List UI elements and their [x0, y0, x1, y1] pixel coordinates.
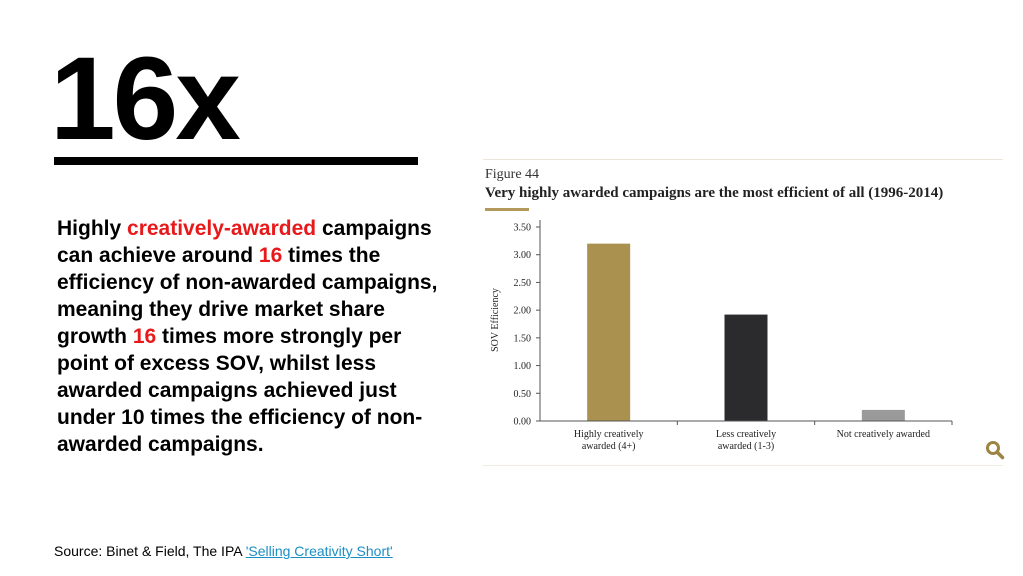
figure-title: Very highly awarded campaigns are the mo…: [485, 185, 944, 201]
y-axis-label: SOV Efficiency: [490, 288, 501, 352]
body-text-3: campaigns can achieve around: [57, 217, 432, 267]
figure-panel: Figure 44 Very highly awarded campaigns …: [480, 150, 1015, 470]
bar-chart: 0.00 0.50 1.00 1.50 2.00 2.50 3.00 3.50 Highly …: [490, 220, 953, 452]
bar-2: [861, 409, 905, 421]
y-tick-label-7: 3.50: [514, 223, 532, 234]
search-icon[interactable]: [985, 440, 1005, 460]
x-tick-label-1-1: awarded (1-3): [718, 441, 774, 452]
x-tick-label-1-0: Less creatively: [716, 429, 776, 440]
headline-stat: 16x: [50, 33, 241, 165]
y-tick-label-5: 2.50: [514, 278, 532, 289]
y-tick-label-3: 1.50: [514, 333, 532, 344]
figure-label: Figure 44: [485, 167, 540, 182]
bars: [587, 243, 905, 421]
body-paragraph: Highly creatively-awarded campaigns can …: [57, 215, 457, 458]
source-link[interactable]: 'Selling Creativity Short': [245, 543, 393, 559]
bar-1: [724, 314, 768, 421]
y-tick-label-4: 2.00: [514, 306, 532, 317]
highlight-16-first: 16: [258, 244, 283, 267]
y-axis-ticks: 0.00 0.50 1.00 1.50 2.00 2.50 3.00 3.50: [514, 223, 540, 428]
y-tick-label-2: 1.00: [514, 361, 532, 372]
x-tick-label-0-1: awarded (4+): [582, 441, 636, 452]
figure-accent-bar: [485, 208, 529, 211]
bar-0: [587, 243, 631, 421]
highlight-creatively-awarded: creatively-awarded: [127, 217, 317, 240]
body-text-7: times more strongly per point of excess …: [57, 325, 423, 456]
highlight-16-second: 16: [132, 325, 157, 348]
y-tick-label-6: 3.00: [514, 250, 532, 261]
source-prefix: Source: Binet & Field, The IPA: [54, 543, 246, 559]
figure-bottom-rule: [483, 465, 1003, 466]
x-tick-label-0-0: Highly creatively: [574, 429, 644, 440]
body-text-1: Highly: [57, 217, 128, 240]
source-citation: Source: Binet & Field, The IPA 'Selling …: [54, 543, 393, 559]
y-tick-label-1: 0.50: [514, 389, 532, 400]
figure-top-rule: [483, 159, 1003, 160]
x-tick-label-2-0: Not creatively awarded: [837, 429, 930, 440]
y-tick-label-0: 0.00: [514, 417, 532, 428]
body-text-5: times the efficiency of non-awarded camp…: [57, 244, 438, 348]
headline-underline: [54, 157, 418, 165]
